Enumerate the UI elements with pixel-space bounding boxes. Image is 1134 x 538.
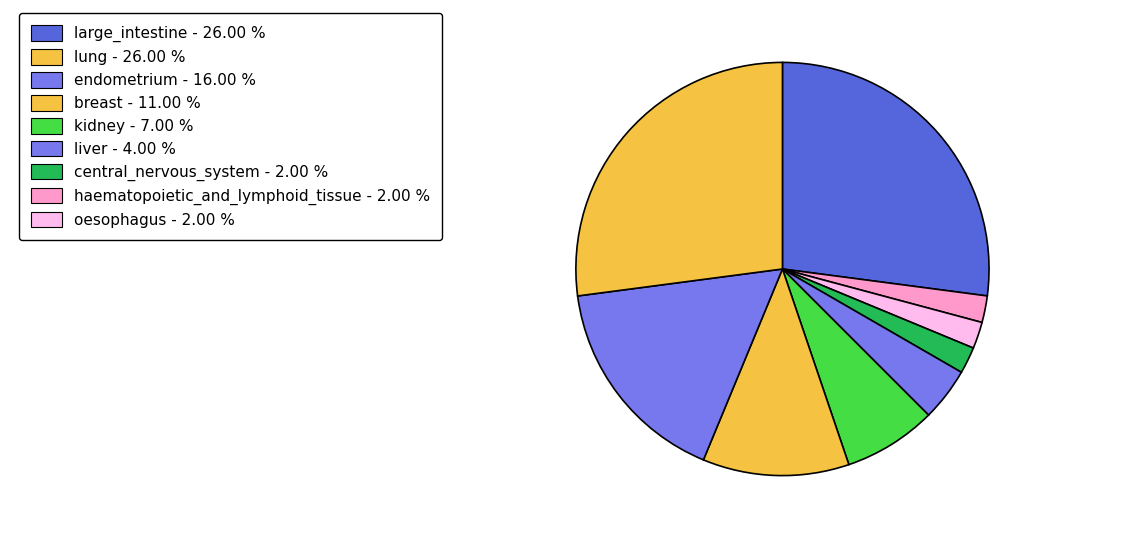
Legend: large_intestine - 26.00 %, lung - 26.00 %, endometrium - 16.00 %, breast - 11.00: large_intestine - 26.00 %, lung - 26.00 …	[19, 13, 442, 240]
Wedge shape	[576, 62, 782, 296]
Wedge shape	[782, 269, 988, 322]
Wedge shape	[703, 269, 849, 476]
Wedge shape	[782, 269, 982, 348]
Wedge shape	[782, 269, 973, 372]
Wedge shape	[577, 269, 782, 460]
Wedge shape	[782, 269, 929, 465]
Wedge shape	[782, 62, 989, 296]
Wedge shape	[782, 269, 962, 415]
